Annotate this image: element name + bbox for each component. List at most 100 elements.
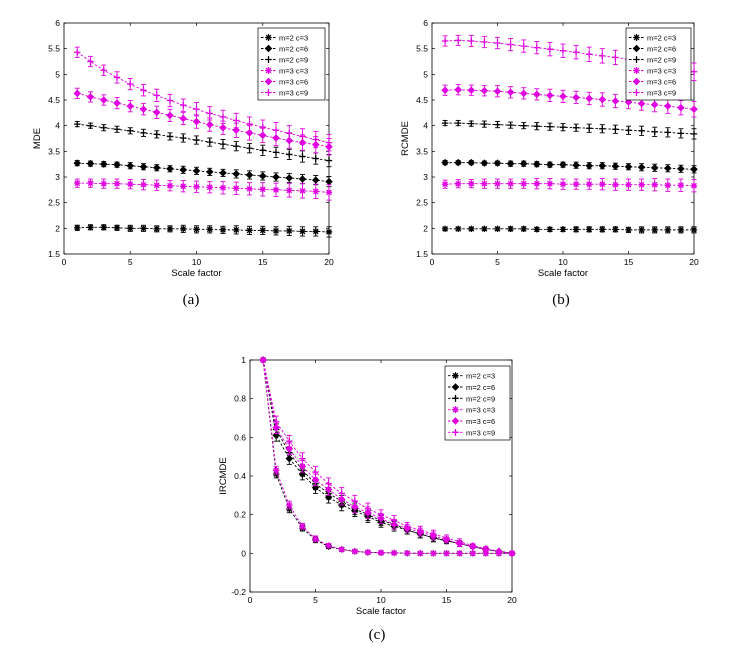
- data-point: [520, 180, 527, 187]
- data-point: [73, 159, 82, 167]
- data-point: [192, 117, 201, 126]
- data-point: [508, 550, 516, 557]
- y-tick-label: 0.4: [234, 471, 246, 481]
- data-point: [286, 151, 293, 158]
- data-point: [377, 511, 385, 518]
- data-point: [113, 99, 121, 107]
- data-point: [519, 159, 528, 168]
- data-point: [455, 180, 462, 187]
- data-point: [99, 160, 108, 168]
- data-point: [273, 418, 280, 426]
- legend-label: m=3 c=9: [466, 428, 495, 437]
- data-point: [166, 133, 174, 140]
- chart-b: 0 5 10 15 20 1.5 2 2.5 3 3.5 4 4.5 5 5.5 6 Scale factor…: [400, 18, 699, 279]
- legend-label: m=3 c=3: [279, 67, 308, 76]
- data-point: [193, 136, 200, 144]
- legend-marker: [452, 372, 459, 379]
- data-point: [612, 226, 619, 233]
- data-point: [153, 182, 160, 189]
- legend-marker: [265, 56, 272, 63]
- data-point: [113, 160, 121, 169]
- legend-label: m=2 c=9: [647, 56, 676, 65]
- data-point: [258, 172, 267, 180]
- data-point: [598, 95, 607, 104]
- data-point: [219, 123, 227, 132]
- data-point: [233, 185, 240, 192]
- data-point: [430, 530, 437, 538]
- y-tick-label: 3.5: [416, 146, 428, 156]
- data-point: [559, 92, 567, 101]
- data-point: [455, 225, 462, 233]
- data-point: [599, 125, 606, 132]
- data-point: [193, 183, 200, 190]
- legend-marker: [265, 34, 272, 41]
- data-point: [480, 86, 489, 95]
- data-point: [533, 226, 540, 233]
- x-tick-label: 5: [495, 257, 500, 267]
- data-point: [205, 120, 214, 129]
- x-tick-label: 0: [62, 257, 67, 267]
- data-point: [690, 130, 698, 138]
- legend-marker: [264, 44, 273, 53]
- data-point: [572, 93, 580, 102]
- data-point: [166, 182, 174, 189]
- x-tick-label: 5: [128, 257, 133, 267]
- data-point: [299, 455, 306, 462]
- y-tick-label: 5: [55, 69, 60, 79]
- legend-label: m=2 c=3: [647, 34, 676, 43]
- data-point: [468, 225, 475, 233]
- y-tick-label: 3: [423, 172, 428, 182]
- data-point: [494, 180, 501, 187]
- data-point: [351, 548, 358, 555]
- y-tick-label: 6: [55, 18, 60, 28]
- legend-marker: [451, 417, 460, 425]
- x-tick-label: 0: [430, 257, 435, 267]
- data-point: [74, 179, 81, 187]
- data-point: [338, 546, 345, 553]
- data-point: [443, 534, 450, 542]
- y-tick-label: 5.5: [416, 44, 428, 54]
- data-point: [546, 226, 554, 233]
- data-point: [611, 97, 620, 105]
- data-point: [219, 140, 227, 148]
- data-point: [690, 165, 698, 174]
- data-point: [325, 139, 333, 146]
- data-point: [598, 161, 607, 170]
- data-point: [179, 114, 188, 123]
- legend-box: [257, 27, 326, 101]
- legend-label: m=2 c=6: [466, 383, 495, 392]
- chart-a: 0 5 10 15 20 1.5 2 2.5 3 3.5 4 4.5 5 5.5 6 Scale factor…: [32, 18, 334, 279]
- data-point: [455, 37, 462, 44]
- data-point: [506, 88, 515, 97]
- legend-marker: [632, 44, 641, 53]
- series-m-3-c-9: [259, 356, 516, 557]
- series-m-2-c-9: [74, 120, 333, 168]
- data-point: [586, 125, 593, 132]
- data-point: [572, 124, 580, 131]
- data-point: [206, 184, 213, 191]
- data-point: [286, 227, 293, 235]
- data-point: [533, 90, 541, 99]
- data-point: [87, 179, 94, 187]
- data-point: [139, 162, 148, 171]
- data-point: [286, 438, 293, 445]
- data-point: [325, 157, 333, 164]
- data-point: [456, 538, 463, 545]
- series-m-3-c-9: [74, 46, 333, 152]
- data-point: [467, 86, 476, 95]
- y-tick-label: 5: [423, 69, 428, 79]
- data-point: [299, 153, 306, 160]
- data-point: [180, 134, 187, 142]
- legend-label: m=2 c=3: [279, 34, 308, 43]
- data-point: [533, 122, 540, 130]
- data-point: [273, 467, 280, 474]
- data-point: [86, 159, 95, 168]
- data-point: [377, 549, 385, 556]
- data-point: [286, 501, 293, 509]
- data-point: [299, 187, 306, 195]
- data-point: [166, 225, 174, 233]
- data-point: [100, 224, 107, 231]
- data-point: [351, 497, 358, 505]
- legend-marker: [633, 89, 640, 96]
